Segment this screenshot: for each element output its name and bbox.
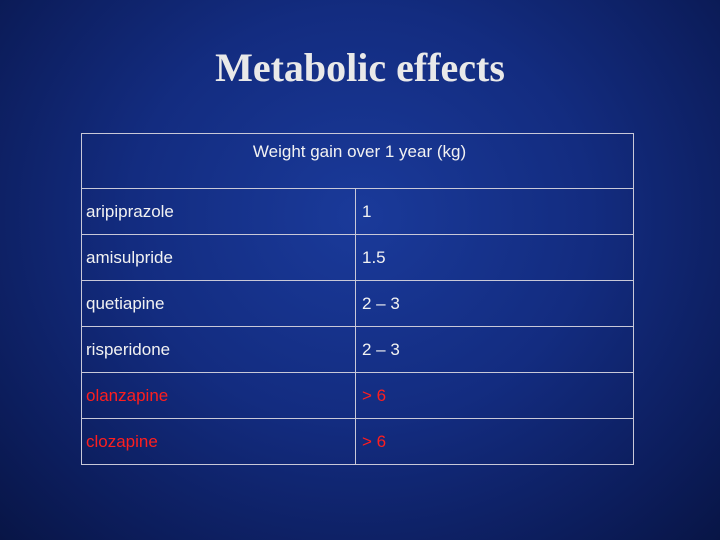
- table-row: amisulpride 1.5: [81, 234, 635, 281]
- drug-name: aripiprazole: [81, 188, 356, 235]
- table-row: quetiapine 2 – 3: [81, 280, 635, 327]
- table-row: risperidone 2 – 3: [81, 326, 635, 373]
- drug-name: amisulpride: [81, 234, 356, 281]
- weight-gain-value: > 6: [354, 418, 635, 465]
- table-row-highlighted: clozapine > 6: [81, 418, 635, 465]
- weight-gain-value: 1.5: [354, 234, 635, 281]
- weight-gain-value: 2 – 3: [354, 326, 635, 373]
- slide-title: Metabolic effects: [215, 45, 505, 90]
- table-header-row: Weight gain over 1 year (kg): [80, 133, 635, 189]
- weight-gain-value: 2 – 3: [354, 280, 635, 327]
- table-row-highlighted: olanzapine > 6: [81, 372, 635, 419]
- weight-gain-value: > 6: [354, 372, 635, 419]
- table-row: aripiprazole 1: [81, 188, 635, 235]
- drug-name: olanzapine: [81, 372, 356, 419]
- drug-name: quetiapine: [81, 280, 356, 327]
- weight-gain-table: Weight gain over 1 year (kg) aripiprazol…: [80, 133, 635, 465]
- drug-name: risperidone: [81, 326, 356, 373]
- weight-gain-value: 1: [354, 188, 635, 235]
- table-header: Weight gain over 1 year (kg): [80, 133, 635, 189]
- drug-name: clozapine: [81, 418, 356, 465]
